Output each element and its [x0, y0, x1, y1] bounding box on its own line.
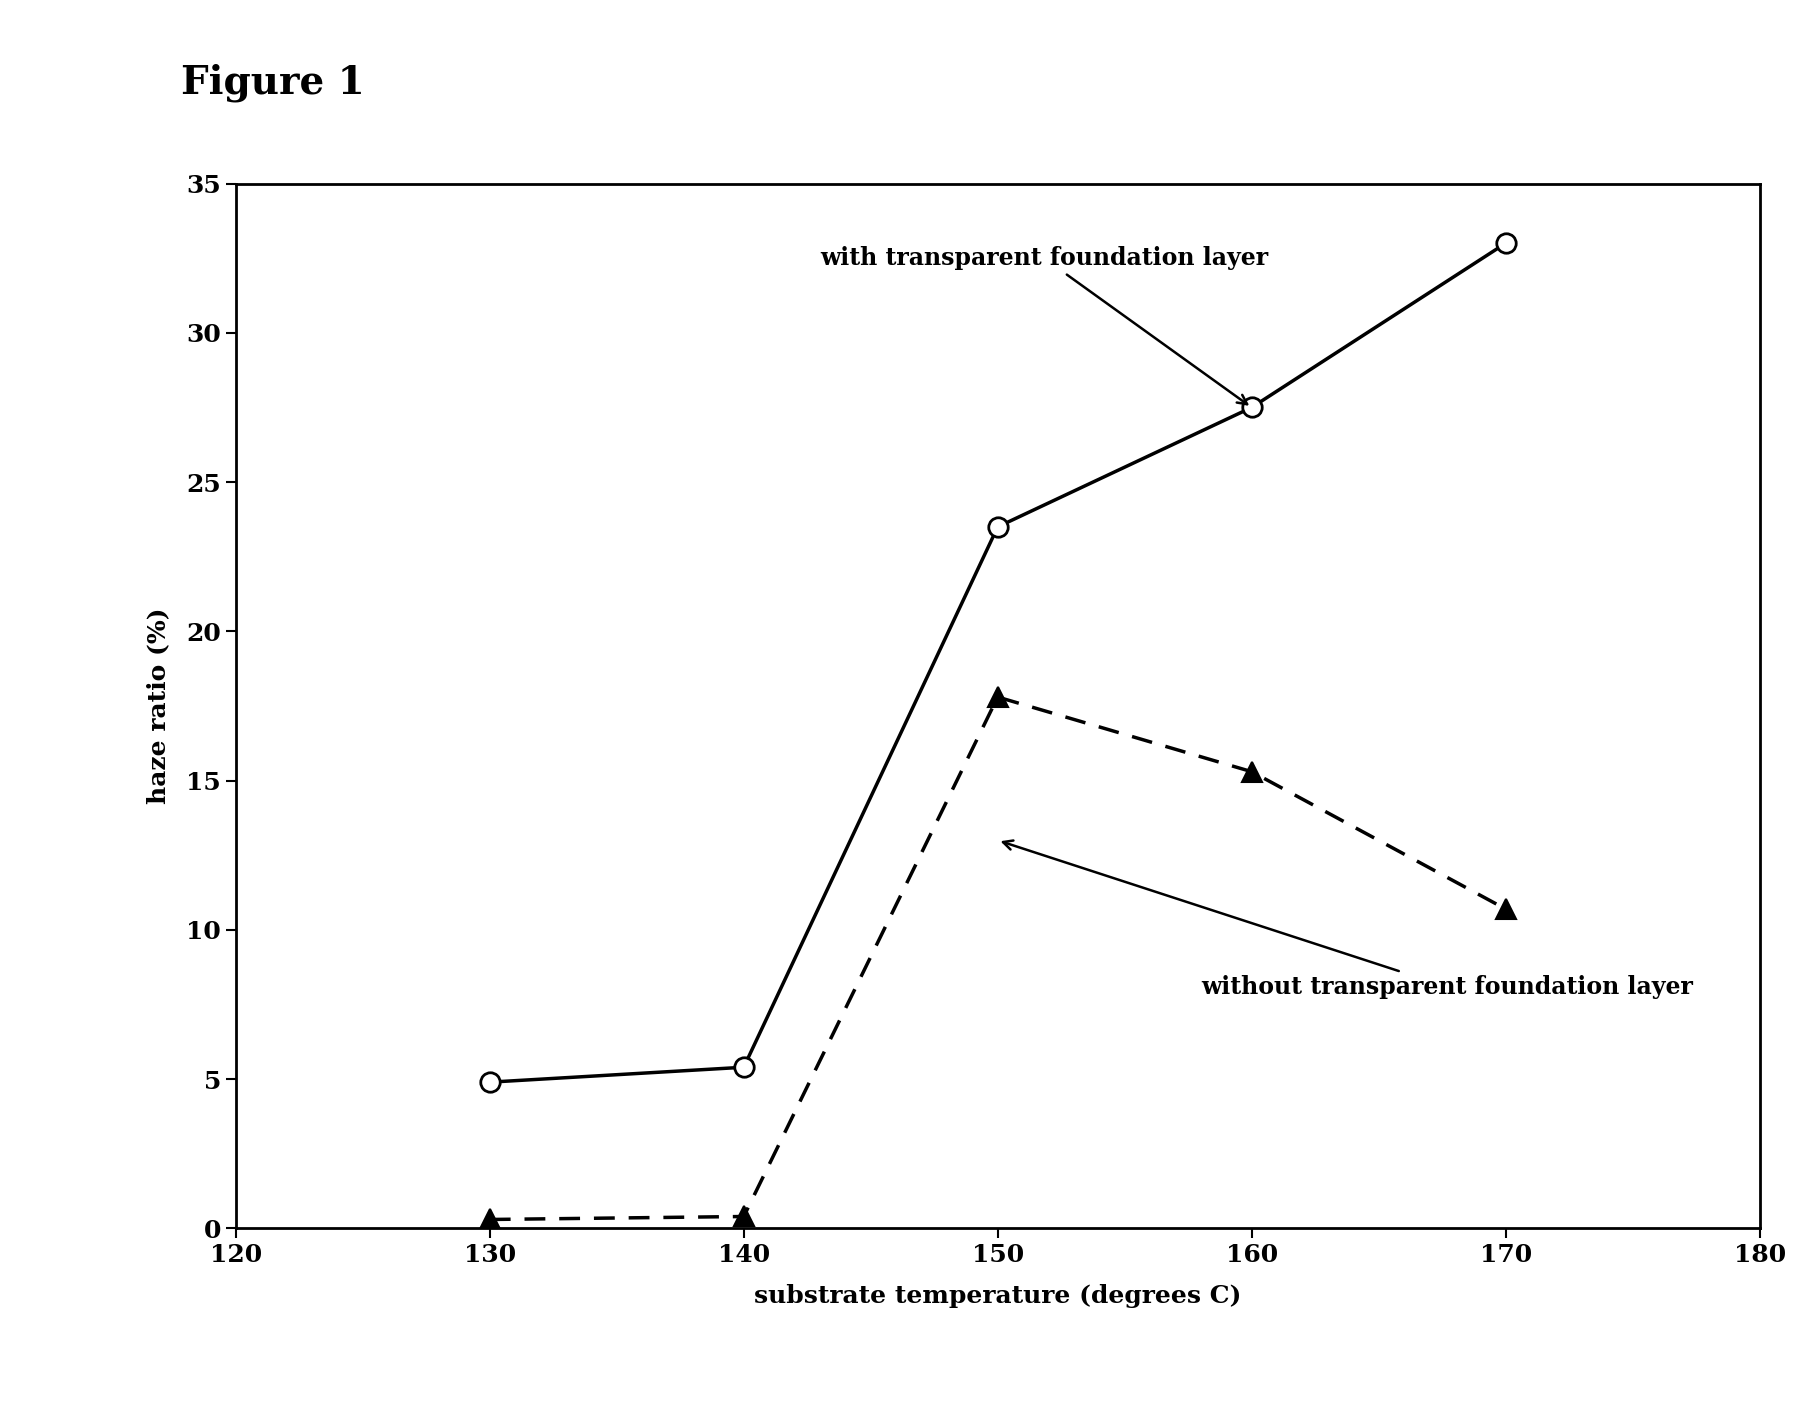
Y-axis label: haze ratio (%): haze ratio (%) — [145, 607, 171, 805]
Text: Figure 1: Figure 1 — [181, 64, 365, 102]
X-axis label: substrate temperature (degrees C): substrate temperature (degrees C) — [755, 1284, 1241, 1308]
Text: with transparent foundation layer: with transparent foundation layer — [820, 246, 1268, 404]
Text: without transparent foundation layer: without transparent foundation layer — [1003, 840, 1692, 998]
